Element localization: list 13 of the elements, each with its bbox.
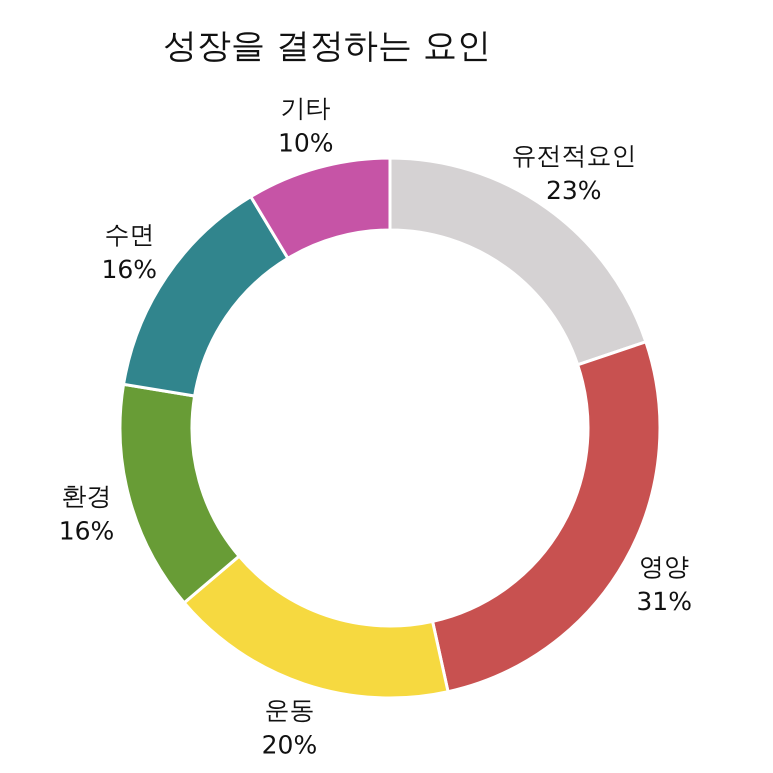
data-label: 16% <box>58 516 114 546</box>
chart-title: 성장을 결정하는 요인 <box>163 26 491 66</box>
data-label: 10% <box>278 128 334 158</box>
slice-label: 운동 <box>264 696 314 725</box>
data-label: 20% <box>262 730 318 760</box>
data-label: 31% <box>636 587 692 616</box>
slice-label: 기타 <box>280 93 331 122</box>
slice-label: 유전적요인 <box>511 141 636 170</box>
data-label: 16% <box>101 255 158 284</box>
slice-label: 영양 <box>639 552 690 582</box>
slice-label: 환경 <box>61 481 112 510</box>
slice-label: 수면 <box>104 220 154 250</box>
data-label: 23% <box>546 176 602 206</box>
